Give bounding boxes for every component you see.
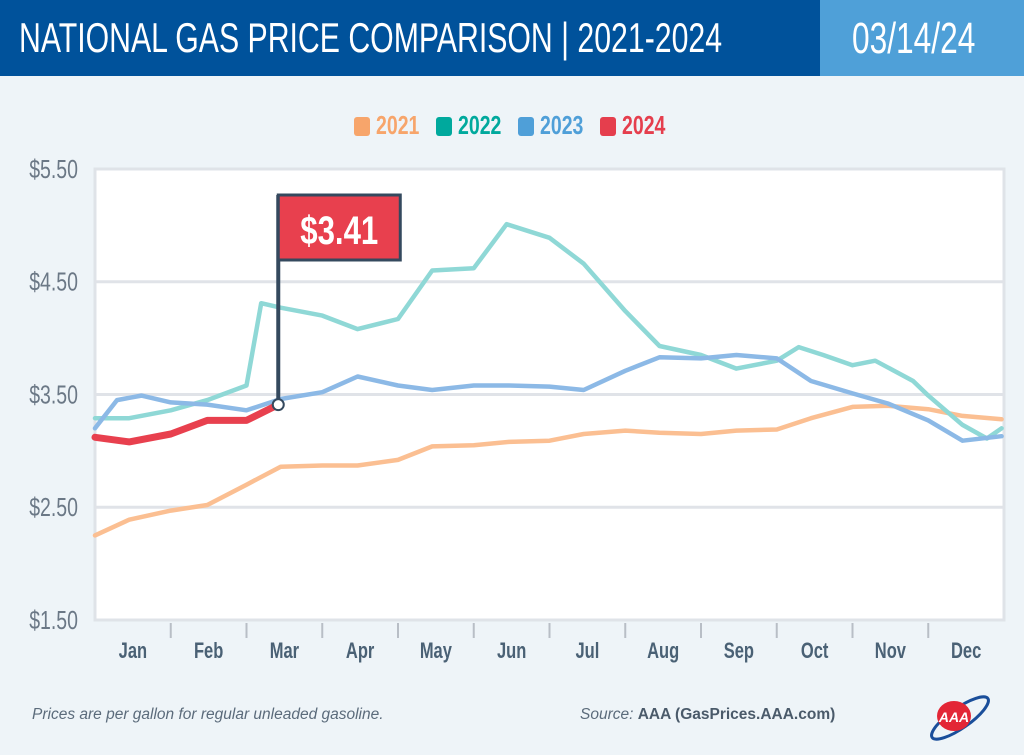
source-text: AAA (GasPrices.AAA.com) <box>637 706 836 723</box>
x-tick-label: Jan <box>119 639 147 664</box>
source-note: Source: AAA (GasPrices.AAA.com) <box>580 706 835 724</box>
y-tick-label: $1.50 <box>29 605 78 634</box>
legend-swatch <box>354 117 370 136</box>
date-label: 03/14/24 <box>852 14 976 63</box>
x-tick-label: Aug <box>647 639 679 664</box>
legend-item-2022: 2022 <box>436 110 506 141</box>
flag-label: $3.41 <box>300 208 378 253</box>
series-line-2021 <box>92 403 1004 538</box>
annotation-marker <box>271 398 285 412</box>
series-line-2023 <box>92 352 1004 443</box>
x-tick-label: Mar <box>270 639 300 664</box>
legend-swatch <box>436 117 452 136</box>
x-tick-label: Jun <box>497 639 526 664</box>
x-tick-label: Sep <box>724 639 754 664</box>
legend-item-2023: 2023 <box>518 110 588 141</box>
y-tick-label: $3.50 <box>29 380 78 409</box>
header-bar: NATIONAL GAS PRICE COMPARISON | 2021-202… <box>0 0 820 76</box>
x-tick-label: Nov <box>875 639 906 664</box>
y-tick-label: $5.50 <box>29 154 78 183</box>
source-label: Source: <box>580 706 634 723</box>
aaa-logo: AAA <box>930 695 990 741</box>
svg-text:AAA: AAA <box>938 709 969 725</box>
series-line-2022 <box>92 221 1004 441</box>
legend-swatch <box>600 117 616 136</box>
flag-banner <box>276 193 402 262</box>
x-tick-label: Oct <box>801 639 829 664</box>
legend-item-2021: 2021 <box>354 110 424 141</box>
x-tick-label: May <box>420 639 452 664</box>
chart-title: NATIONAL GAS PRICE COMPARISON | 2021-202… <box>19 14 723 61</box>
series-line-2024 <box>91 401 282 446</box>
legend-swatch <box>518 117 534 136</box>
y-tick-label: $2.50 <box>29 492 78 521</box>
x-tick-label: Feb <box>194 639 223 664</box>
legend-item-2024: 2024 <box>600 110 670 141</box>
y-tick-label: $4.50 <box>29 267 78 296</box>
x-tick-label: Jul <box>575 639 599 664</box>
date-box: 03/14/24 <box>820 0 1024 76</box>
legend: 2021 2022 2023 2024 <box>0 110 1024 141</box>
footnote: Prices are per gallon for regular unlead… <box>32 706 384 723</box>
x-tick-label: Dec <box>951 639 981 664</box>
x-tick-label: Apr <box>346 639 375 664</box>
